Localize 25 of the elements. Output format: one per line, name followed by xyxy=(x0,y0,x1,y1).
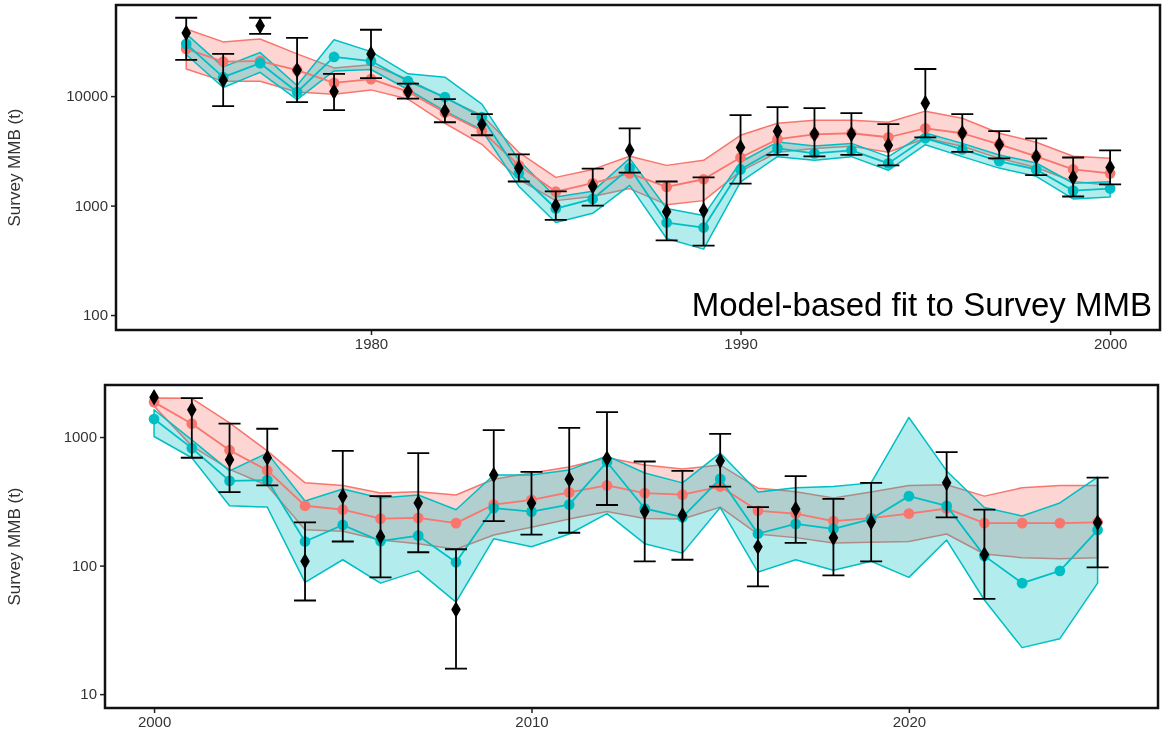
point xyxy=(1054,565,1066,577)
point xyxy=(299,500,311,512)
point xyxy=(1016,577,1028,589)
y-tick-label: 100 xyxy=(82,306,108,324)
x-tick-label: 1980 xyxy=(354,334,389,352)
annotation: Model-based fit to Survey MMB xyxy=(691,286,1152,323)
y-tick-label: 1000 xyxy=(63,428,97,446)
point xyxy=(1016,517,1028,529)
point xyxy=(903,490,915,502)
y-tick-label: 100 xyxy=(71,556,97,574)
point xyxy=(148,413,160,425)
x-tick-label: 2000 xyxy=(1093,334,1128,352)
point xyxy=(450,517,462,529)
point xyxy=(328,51,340,63)
point xyxy=(903,508,915,519)
point xyxy=(1054,517,1066,529)
y-tick-label: 1000 xyxy=(74,196,108,214)
x-tick-label: 2010 xyxy=(515,712,549,730)
y-tick-label: 10000 xyxy=(66,87,108,105)
y-axis-title: Survey MMB (t) xyxy=(5,487,24,606)
x-tick-label: 1990 xyxy=(724,334,758,352)
x-tick-label: 2020 xyxy=(892,712,927,730)
y-tick-label: 10 xyxy=(80,685,97,703)
y-axis-title: Survey MMB (t) xyxy=(5,108,24,227)
x-tick-label: 2000 xyxy=(137,712,172,730)
